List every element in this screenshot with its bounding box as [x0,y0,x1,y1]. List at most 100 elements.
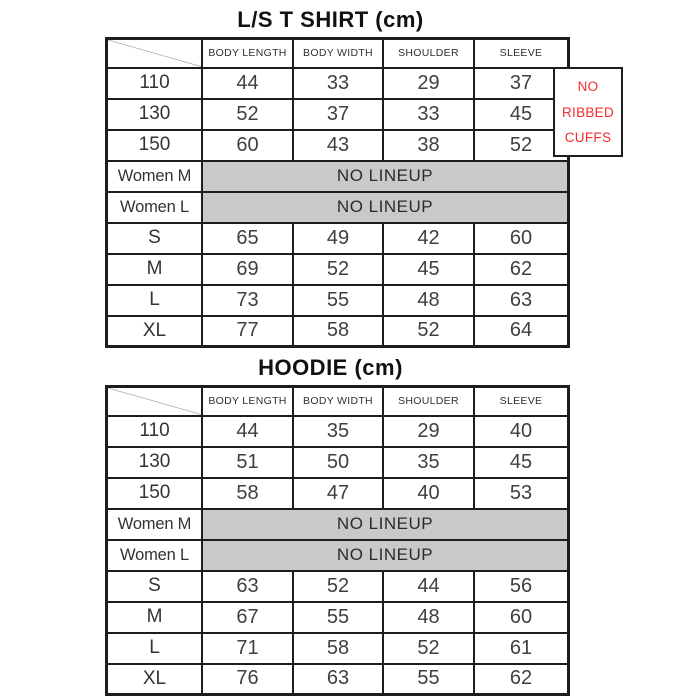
size-value-cell: 71 [201,631,294,665]
column-header: SHOULDER [382,385,475,417]
size-value-cell: 60 [473,221,570,255]
row-label: XL [105,662,203,696]
note-line: CUFFS [564,129,612,145]
row-label: Women M [105,159,203,193]
size-value-cell: 63 [201,569,294,603]
size-value-cell: 76 [201,662,294,696]
header-row: BODY LENGTH BODY WIDTH SHOULDER SLEEVE [105,37,570,69]
tshirt-size-table: BODY LENGTH BODY WIDTH SHOULDER SLEEVE 110 44… [105,37,570,348]
table-row: 110 44 33 29 37 [105,66,570,100]
column-header: SLEEVE [473,37,570,69]
size-value-cell: 52 [382,631,475,665]
no-lineup-cell: NO LINEUP [201,538,570,572]
no-lineup-cell: NO LINEUP [201,190,570,224]
table-row: M 69 52 45 62 [105,252,570,286]
size-value-cell: 42 [382,221,475,255]
table-row: XL 76 63 55 62 [105,662,570,696]
row-label: L [105,631,203,665]
size-value-cell: 51 [201,445,294,479]
size-value-cell: 55 [292,600,384,634]
size-value-cell: 52 [201,97,294,131]
table-row: 130 51 50 35 45 [105,445,570,479]
size-value-cell: 69 [201,252,294,286]
size-value-cell: 45 [382,252,475,286]
table-row: XL 77 58 52 64 [105,314,570,348]
size-value-cell: 67 [201,600,294,634]
row-label: 110 [105,414,203,448]
tshirt-size-section: L/S T SHIRT (cm) BODY LENGTH BODY WIDTH SH… [105,5,623,348]
size-value-cell: 37 [292,97,384,131]
table-row: 110 44 35 29 40 [105,414,570,448]
row-label: 110 [105,66,203,100]
size-value-cell: 62 [473,662,570,696]
column-header: SHOULDER [382,37,475,69]
column-header: BODY LENGTH [201,385,294,417]
corner-cell [105,385,203,417]
size-value-cell: 60 [473,600,570,634]
size-value-cell: 33 [382,97,475,131]
size-value-cell: 52 [292,252,384,286]
row-label: 130 [105,445,203,479]
size-value-cell: 43 [292,128,384,162]
column-header: BODY WIDTH [292,385,384,417]
size-value-cell: 62 [473,252,570,286]
table-row: S 65 49 42 60 [105,221,570,255]
table-row: Women L NO LINEUP [105,190,570,224]
row-label: Women L [105,538,203,572]
size-value-cell: 29 [382,414,475,448]
size-value-cell: 52 [292,569,384,603]
no-ribbed-cuffs-note: NO RIBBED CUFFS [553,67,623,157]
note-line: RIBBED [561,104,615,120]
size-value-cell: 35 [382,445,475,479]
size-value-cell: 77 [201,314,294,348]
diagonal-line [108,388,199,414]
table-row: M 67 55 48 60 [105,600,570,634]
size-value-cell: 58 [292,631,384,665]
size-value-cell: 55 [292,283,384,317]
table-row: 130 52 37 33 45 [105,97,570,131]
row-label: S [105,221,203,255]
hoodie-table-title: HOODIE (cm) [258,355,403,380]
diagonal-line [108,40,199,66]
column-header: SLEEVE [473,385,570,417]
size-value-cell: 38 [382,128,475,162]
size-value-cell: 45 [473,445,570,479]
table-row: 150 60 43 38 52 [105,128,570,162]
tshirt-table-title: L/S T SHIRT (cm) [237,7,424,32]
table-row: Women M NO LINEUP [105,159,570,193]
column-header: BODY WIDTH [292,37,384,69]
row-label: Women M [105,507,203,541]
size-value-cell: 64 [473,314,570,348]
row-label: M [105,252,203,286]
row-label: 130 [105,97,203,131]
size-value-cell: 53 [473,476,570,510]
table-row: Women M NO LINEUP [105,507,570,541]
size-value-cell: 44 [382,569,475,603]
size-value-cell: 58 [292,314,384,348]
row-label: XL [105,314,203,348]
size-value-cell: 61 [473,631,570,665]
hoodie-size-section: HOODIE (cm) BODY LENGTH BODY WIDTH SHOULDE… [105,353,570,696]
header-row: BODY LENGTH BODY WIDTH SHOULDER SLEEVE [105,385,570,417]
row-label: Women L [105,190,203,224]
row-label: L [105,283,203,317]
note-line: NO [577,79,599,95]
size-value-cell: 63 [292,662,384,696]
table-row: S 63 52 44 56 [105,569,570,603]
size-value-cell: 52 [382,314,475,348]
hoodie-size-table: BODY LENGTH BODY WIDTH SHOULDER SLEEVE 110 44… [105,385,570,696]
size-value-cell: 50 [292,445,384,479]
size-value-cell: 63 [473,283,570,317]
table-row: L 73 55 48 63 [105,283,570,317]
size-value-cell: 29 [382,66,475,100]
size-value-cell: 49 [292,221,384,255]
corner-cell [105,37,203,69]
row-label: 150 [105,476,203,510]
size-value-cell: 65 [201,221,294,255]
size-value-cell: 48 [382,600,475,634]
size-value-cell: 60 [201,128,294,162]
table-row: Women L NO LINEUP [105,538,570,572]
size-value-cell: 35 [292,414,384,448]
size-value-cell: 55 [382,662,475,696]
